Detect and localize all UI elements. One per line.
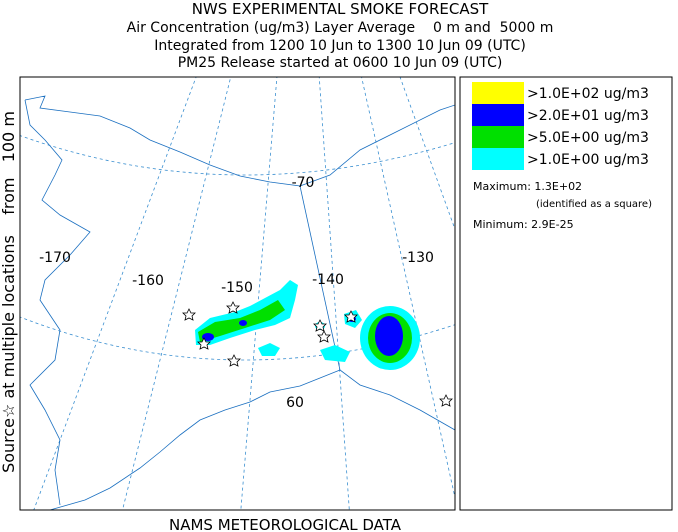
legend-swatch <box>472 148 524 170</box>
coastline <box>299 104 455 187</box>
maximum: Maximum: 1.3E+02 <box>473 180 582 193</box>
graticule-label: -170 <box>39 250 71 266</box>
map-frame <box>19 76 456 511</box>
coastline <box>24 95 455 510</box>
legend-swatch <box>472 104 524 126</box>
graticule-label: -70 <box>292 175 315 191</box>
subtitle: PM25 Release started at 0600 10 Jun 09 (… <box>178 55 503 71</box>
graticule-label: -150 <box>221 280 253 296</box>
legend-frame <box>459 76 673 511</box>
legend-swatch <box>472 126 524 148</box>
maximum-note: (identified as a square) <box>536 199 652 210</box>
subtitle: Air Concentration (ug/m3) Layer Average … <box>127 20 554 36</box>
legend-label: >2.0E+01 ug/m3 <box>527 108 649 124</box>
map: -170 -160 -150 -140 -130 -70 60 <box>20 77 455 510</box>
legend-label: >1.0E+02 ug/m3 <box>527 86 649 102</box>
footer: NAMS METEOROLOGICAL DATA <box>169 516 402 532</box>
graticule-label: 60 <box>286 395 304 411</box>
graticule-label: -160 <box>132 273 164 289</box>
title: NWS EXPERIMENTAL SMOKE FORECAST <box>192 0 489 18</box>
graticule-label: -130 <box>402 250 434 266</box>
legend-label: >1.0E+00 ug/m3 <box>527 152 649 168</box>
graticule <box>20 77 455 510</box>
source-label: Source☆ at multiple locations from 100 m <box>0 111 18 473</box>
minimum: Minimum: 2.9E-25 <box>473 218 574 231</box>
source-stars <box>182 301 453 407</box>
legend: >1.0E+02 ug/m3 >2.0E+01 ug/m3 >5.0E+00 ug/… <box>472 82 649 170</box>
legend-label: >5.0E+00 ug/m3 <box>527 130 649 146</box>
legend-swatch <box>472 82 524 104</box>
graticule-label: -140 <box>312 272 344 288</box>
subtitle: Integrated from 1200 10 Jun to 1300 10 J… <box>154 38 526 54</box>
